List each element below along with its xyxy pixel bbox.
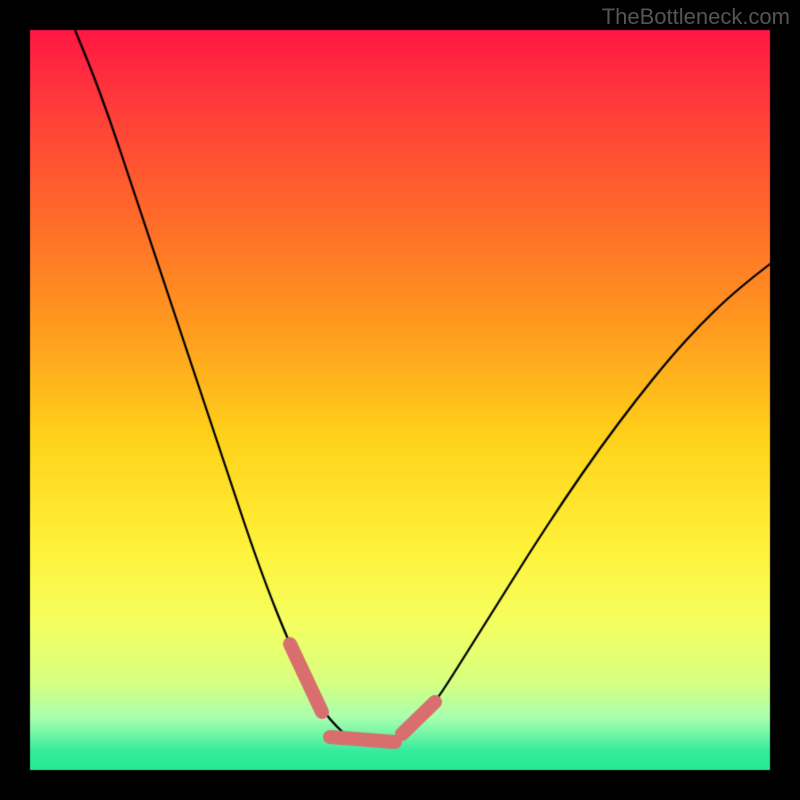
bottleneck-chart [0,0,800,800]
watermark-label: TheBottleneck.com [602,4,790,30]
